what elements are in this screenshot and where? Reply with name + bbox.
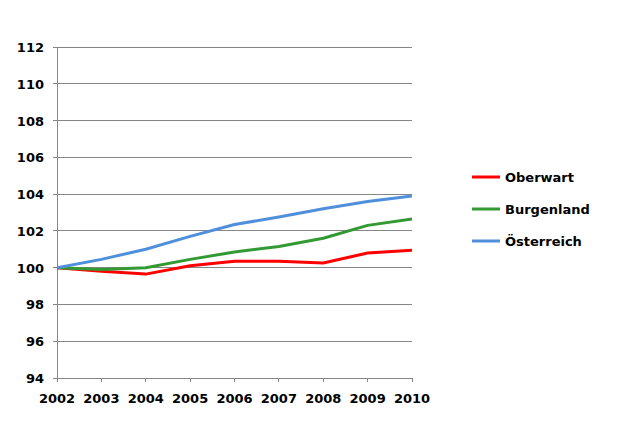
y-tick [53,341,57,342]
x-tick-label: 2009 [350,391,386,406]
legend-swatch [472,240,500,243]
x-tick [145,378,146,382]
y-axis [57,47,58,378]
x-tick [57,378,58,382]
x-tick-label: 2003 [83,391,119,406]
grid-line [57,230,412,231]
y-tick [53,120,57,121]
x-tick-label: 2004 [128,391,164,406]
series-line [57,219,412,270]
y-tick [53,47,57,48]
grid-line [57,341,412,342]
y-tick [53,194,57,195]
legend-swatch [472,208,500,211]
x-tick [412,378,413,382]
grid-line [57,157,412,158]
grid-line [57,378,412,379]
plot-lines [57,196,412,274]
x-tick-label: 2002 [39,391,75,406]
chart: 94 96 98 100 102 104 106 108 110 112 2002 2003 2004 2… [0,0,631,432]
x-tick [323,378,324,382]
y-tick-label: 104 [17,187,44,202]
x-tick-label: 2010 [394,391,430,406]
x-tick [278,378,279,382]
y-tick-label: 112 [17,40,44,55]
y-tick-label: 96 [26,334,44,349]
grid-line [57,120,412,121]
x-tick [367,378,368,382]
legend-label: Burgenland [505,202,590,217]
x-tick [101,378,102,382]
x-tick-label: 2005 [172,391,208,406]
y-tick [53,267,57,268]
x-tick [190,378,191,382]
grid-line [57,194,412,195]
y-tick-label: 98 [26,297,44,312]
y-tick [53,83,57,84]
x-tick-label: 2007 [261,391,297,406]
grid-line [57,304,412,305]
y-tick-label: 102 [17,224,44,239]
grid-line [57,47,412,48]
y-tick [53,378,57,379]
y-tick [53,304,57,305]
x-tick-label: 2006 [216,391,252,406]
grid-line [57,83,412,84]
y-tick-label: 110 [17,77,44,92]
x-tick-label: 2008 [305,391,341,406]
y-tick-label: 106 [17,150,44,165]
y-tick-label: 94 [26,371,44,386]
x-axis [57,378,412,379]
y-tick-label: 108 [17,114,44,129]
legend-label: Österreich [505,234,582,249]
series-line [57,196,412,268]
legend-swatch [472,176,500,179]
y-tick-label: 100 [17,261,44,276]
y-tick [53,230,57,231]
legend-label: Oberwart [505,170,574,185]
y-tick [53,157,57,158]
x-tick [234,378,235,382]
